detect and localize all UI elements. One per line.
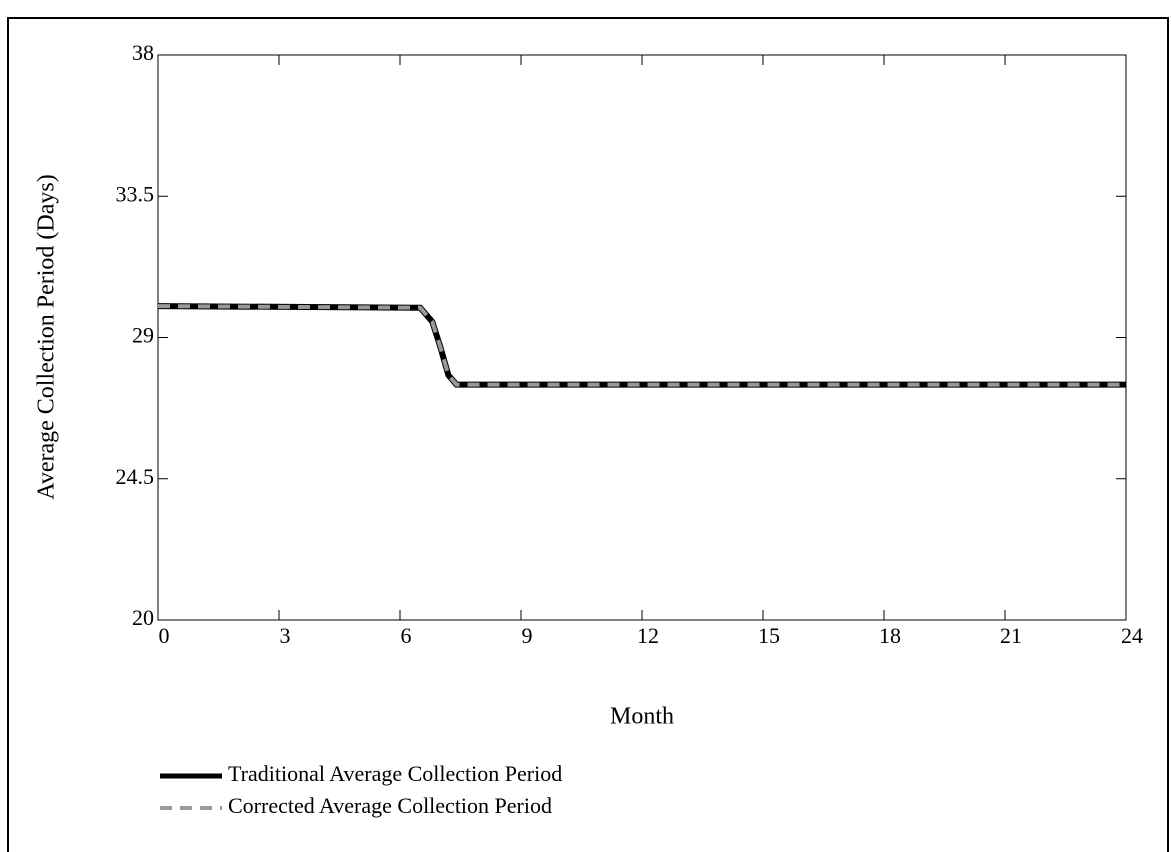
y-tick-label: 24.5 <box>116 464 155 489</box>
series-line <box>157 304 1126 387</box>
plot-area <box>157 54 1127 621</box>
y-tick-label: 29 <box>132 323 154 348</box>
y-tick-label: 20 <box>132 605 154 630</box>
y-tick-label: 33.5 <box>116 181 155 206</box>
legend-label: Traditional Average Collection Period <box>228 761 562 786</box>
x-tick-label: 9 <box>522 623 533 648</box>
x-tick-label: 24 <box>1121 623 1143 648</box>
y-axis-label: Average Collection Period (Days) <box>34 174 60 499</box>
x-tick-label: 12 <box>637 623 659 648</box>
frame <box>7 17 1169 852</box>
x-tick-label: 3 <box>280 623 291 648</box>
x-tick-label: 0 <box>159 623 170 648</box>
x-tick-label: 15 <box>758 623 780 648</box>
x-tick-label: 18 <box>879 623 901 648</box>
series-line <box>157 303 1126 388</box>
x-tick-label: 21 <box>1000 623 1022 648</box>
y-tick-label: 38 <box>132 40 154 65</box>
x-tick-label: 6 <box>401 623 412 648</box>
legend-label: Corrected Average Collection Period <box>228 793 552 818</box>
x-axis-label: Month <box>610 704 674 730</box>
